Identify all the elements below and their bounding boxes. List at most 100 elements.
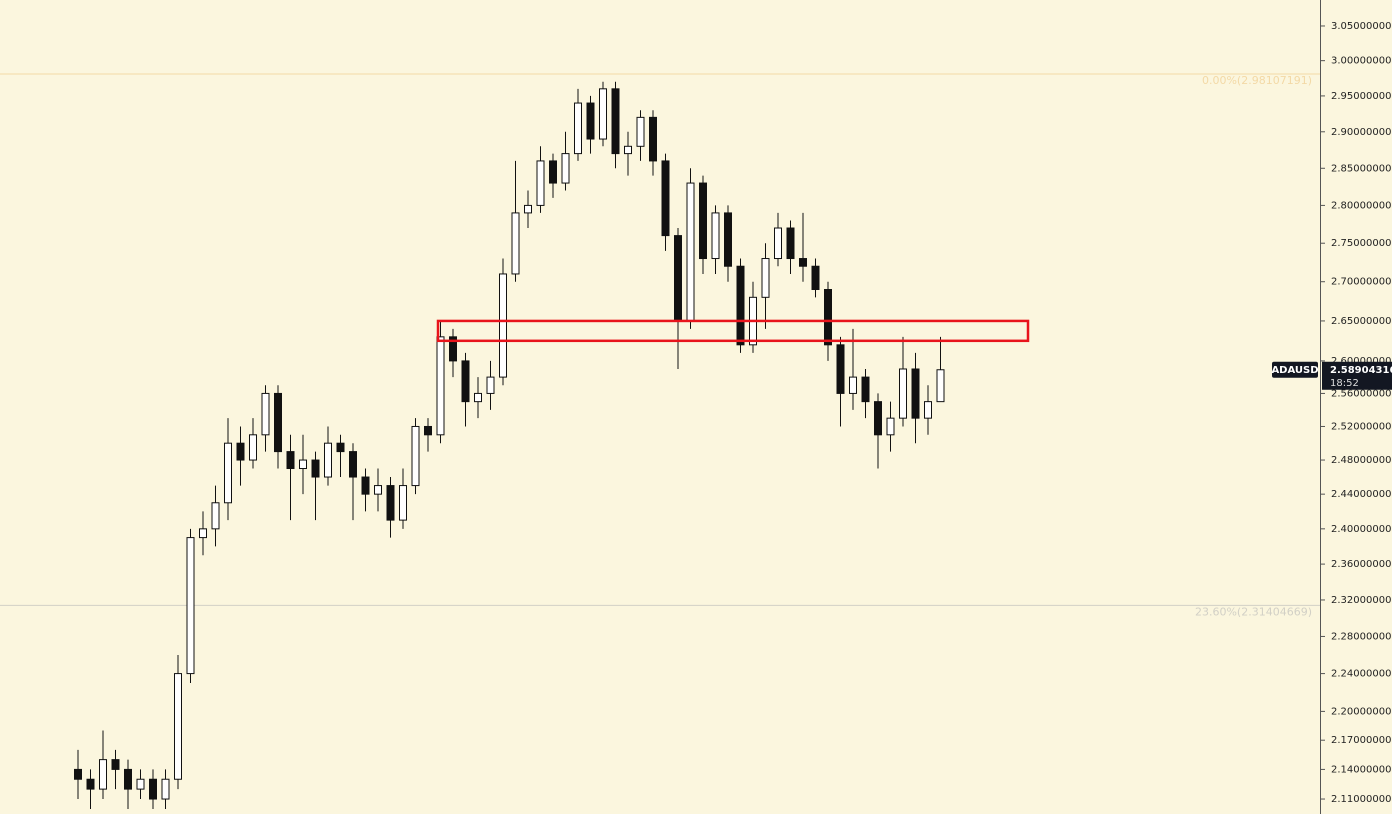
candle-body (661, 160, 670, 237)
y-tick-label: 2.11000000 (1331, 794, 1391, 805)
candle-body (849, 376, 857, 394)
candle-body (699, 182, 707, 260)
candle-body (224, 442, 232, 504)
y-tick-label: 2.80000000 (1331, 200, 1391, 211)
candle-body (861, 376, 870, 403)
candle-body (374, 485, 382, 495)
candle-body (324, 442, 332, 478)
candle-body (99, 759, 107, 790)
candle-body (236, 442, 245, 461)
candle-body (724, 212, 732, 267)
candle-body (211, 502, 220, 530)
candle-body (774, 227, 782, 260)
candle-body (561, 153, 570, 184)
candle-body (786, 227, 795, 260)
candle-body (349, 451, 357, 478)
candle-body (74, 768, 82, 780)
candle-body (549, 160, 557, 184)
y-tick-label: 2.75000000 (1331, 238, 1391, 249)
candle-body (436, 336, 445, 436)
candle-body (611, 88, 620, 155)
y-tick-label: 2.60000000 (1331, 356, 1391, 367)
candle-body (636, 116, 645, 147)
candle-body (711, 212, 720, 260)
candle-body (511, 212, 520, 275)
symbol-tag (1272, 361, 1318, 378)
candle-body (624, 145, 632, 155)
candle-body (586, 102, 595, 140)
countdown-label: 18:52 (1330, 378, 1359, 389)
y-tick-label: 3.00000000 (1331, 56, 1391, 67)
candle-body (86, 778, 95, 790)
y-tick-label: 2.24000000 (1331, 669, 1391, 680)
candle-body (386, 485, 395, 521)
candle-body (286, 451, 295, 470)
candle-body (336, 442, 345, 453)
y-tick-label: 2.48000000 (1331, 455, 1391, 466)
candle-body (311, 459, 320, 478)
candle-body (174, 673, 182, 780)
y-tick-label: 2.85000000 (1331, 163, 1391, 174)
y-tick-label: 2.65000000 (1331, 316, 1391, 327)
y-tick-label: 2.28000000 (1331, 631, 1391, 642)
candle-body (461, 360, 470, 403)
candle-body (899, 368, 907, 419)
candle-body (524, 204, 532, 214)
y-tick-label: 3.05000000 (1331, 21, 1391, 32)
zone-box (436, 319, 1030, 343)
candle-body (836, 344, 845, 394)
candle-body (249, 434, 257, 461)
candle-body (574, 102, 582, 155)
candle-body (124, 768, 132, 790)
y-tick-label: 2.44000000 (1331, 489, 1391, 500)
y-tick-label: 2.20000000 (1331, 706, 1391, 717)
candle-body (399, 485, 407, 521)
price-label: 2.58904316 (1330, 365, 1392, 376)
candle-body (449, 336, 457, 362)
fib-label: 0.00%(2.98107191) (1202, 74, 1312, 87)
y-tick-label: 2.90000000 (1331, 127, 1391, 138)
candle-body (274, 392, 282, 453)
candle-body (261, 392, 270, 436)
y-tick-label: 2.52000000 (1331, 421, 1391, 432)
y-tick-label: 2.17000000 (1331, 735, 1391, 746)
candle-body (136, 778, 145, 790)
candle-body (474, 392, 482, 403)
candle-body (874, 401, 882, 436)
candle-body (486, 376, 495, 394)
candle-body (299, 459, 307, 470)
candle-body (674, 235, 682, 322)
price-tag (1322, 361, 1392, 390)
y-tick-label: 2.36000000 (1331, 559, 1391, 570)
y-tick-label: 2.40000000 (1331, 524, 1391, 535)
candle-body (761, 258, 770, 298)
candle-body (649, 116, 657, 162)
candle-body (924, 401, 932, 419)
y-tick-label: 2.56000000 (1331, 388, 1391, 399)
candle-body (361, 476, 370, 495)
candle-body (886, 417, 895, 436)
candle-body (111, 759, 120, 770)
candle-body (186, 537, 195, 675)
candle-body (424, 425, 432, 436)
candle-body (811, 265, 820, 291)
candle-body (799, 258, 807, 267)
candle-body (686, 182, 695, 322)
candle-body (911, 368, 920, 419)
candle-body (149, 778, 157, 800)
y-tick-label: 2.95000000 (1331, 91, 1391, 102)
candle-body (599, 88, 607, 140)
candle-body (736, 265, 745, 346)
y-tick-label: 2.14000000 (1331, 764, 1391, 775)
fib-label: 23.60%(2.31404669) (1195, 605, 1312, 618)
y-tick-label: 2.32000000 (1331, 595, 1391, 606)
candle-body (499, 273, 507, 378)
candle-body (936, 369, 945, 403)
candle-body (199, 528, 207, 539)
y-tick-label: 2.70000000 (1331, 277, 1391, 288)
candle-body (161, 778, 170, 800)
symbol-label: ADAUSD (1271, 365, 1318, 376)
candle-body (411, 425, 420, 487)
